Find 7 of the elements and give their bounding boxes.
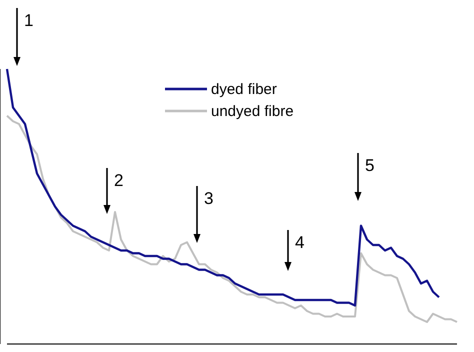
- annotation: 2: [114, 171, 124, 190]
- annotation: 3: [204, 189, 214, 208]
- legend-label: undyed fibre: [211, 102, 294, 120]
- legend-label: dyed fiber: [211, 80, 277, 98]
- annotation: 4: [295, 233, 304, 252]
- annotation: 5: [365, 156, 374, 175]
- text: 1: [24, 11, 34, 30]
